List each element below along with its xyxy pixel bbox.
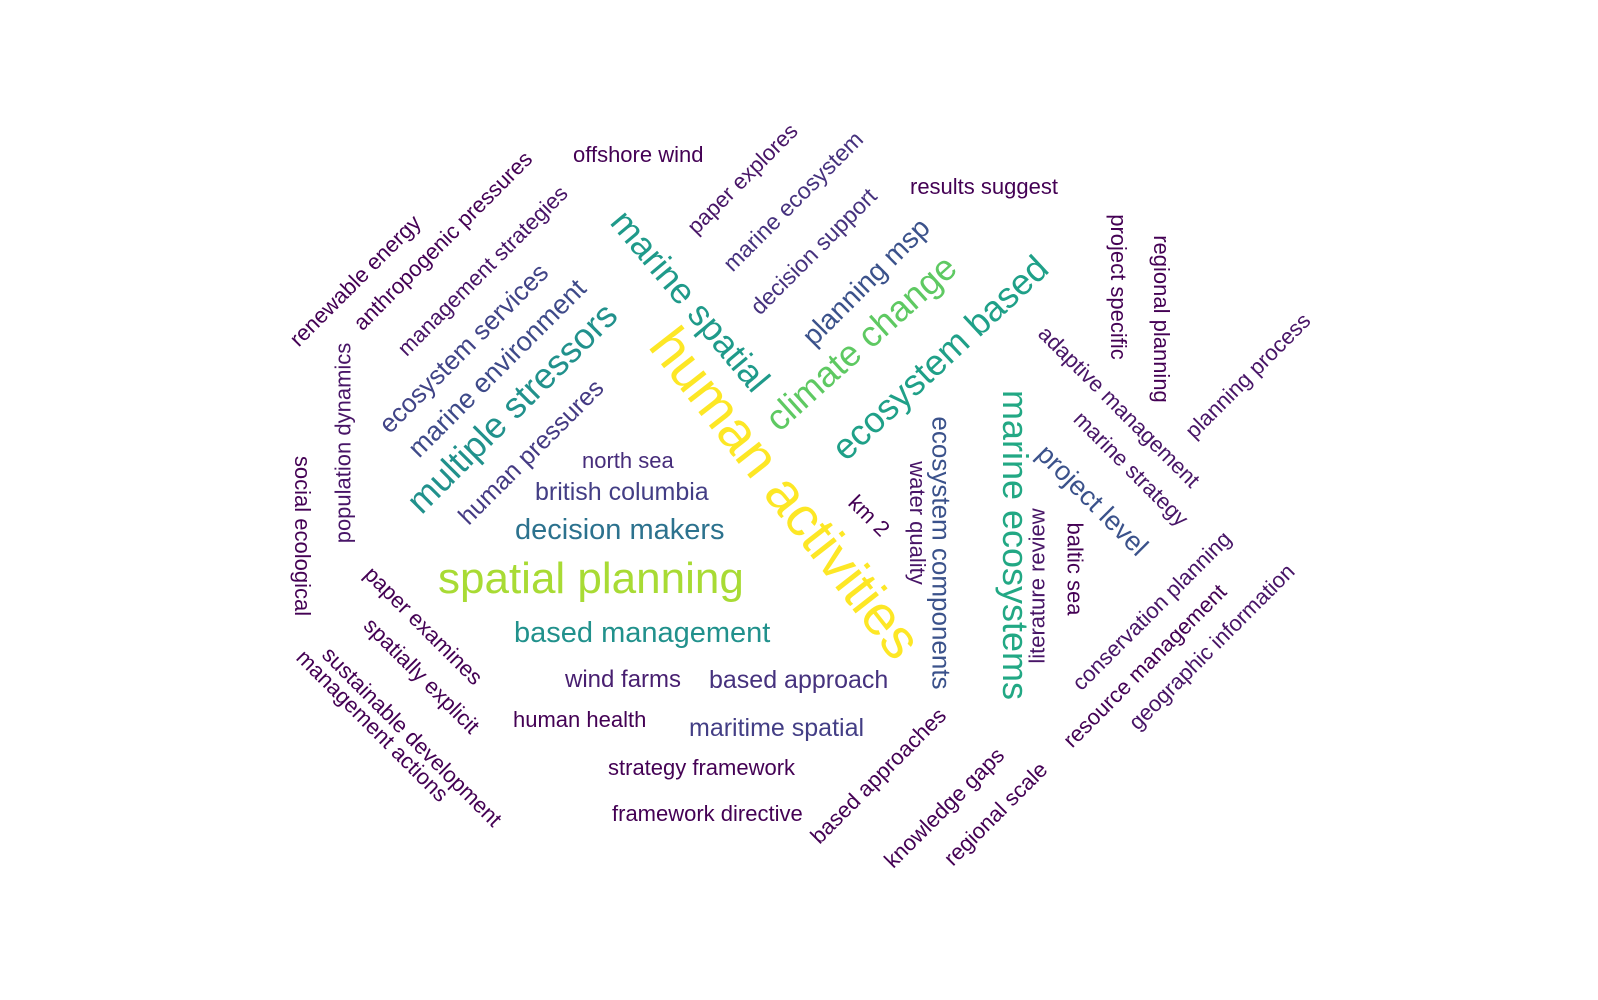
word: water quality: [904, 461, 930, 585]
word: regional planning: [1148, 235, 1174, 403]
word: based management: [514, 617, 771, 649]
word: strategy framework: [608, 755, 796, 780]
word: based approach: [709, 666, 889, 694]
word: project specific: [1105, 214, 1131, 360]
word: ecosystem components: [926, 416, 957, 690]
word: social ecological: [290, 455, 316, 617]
word: british columbia: [535, 478, 709, 506]
word: offshore wind: [573, 142, 704, 167]
word: decision makers: [515, 514, 725, 546]
word: literature review: [1024, 508, 1050, 664]
word: maritime spatial: [689, 714, 865, 742]
word: results suggest: [910, 174, 1058, 199]
word: regional scale: [938, 756, 1053, 871]
word: wind farms: [565, 666, 682, 693]
word: planning process: [1180, 307, 1316, 444]
word: north sea: [582, 448, 674, 473]
word: population dynamics: [330, 342, 356, 544]
word: spatial planning: [438, 554, 744, 603]
word: baltic sea: [1062, 522, 1088, 616]
word: human health: [513, 707, 647, 732]
word: framework directive: [612, 801, 803, 826]
